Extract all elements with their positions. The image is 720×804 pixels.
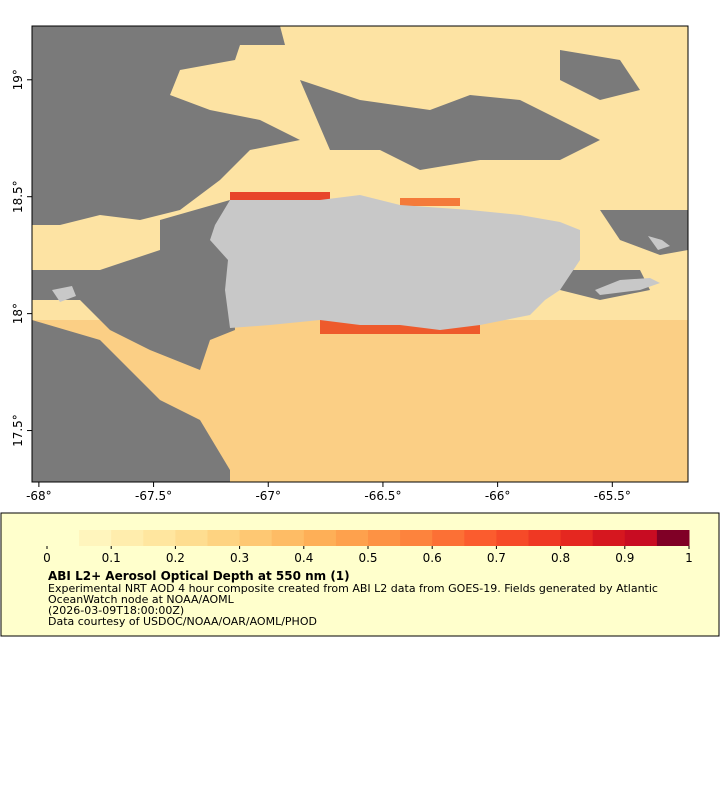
y-tick-label: 18.5°: [11, 180, 25, 213]
map-frame: [31, 25, 689, 483]
x-tick-label: -65.5°: [594, 489, 631, 503]
land-mona: [52, 286, 76, 302]
colorbar-swatch: [143, 530, 176, 546]
colorbar-swatch: [335, 530, 369, 546]
colorbar-tick-label: 0.6: [423, 551, 442, 565]
y-tick-label: 18°: [11, 303, 25, 324]
colorbar-swatch: [496, 530, 529, 546]
coastal-aod: [400, 198, 460, 206]
legend-description: Data courtesy of USDOC/NOAA/OAR/AOML/PHO…: [48, 615, 317, 628]
legend-description: OceanWatch node at NOAA/AOML: [48, 593, 235, 606]
colorbar-tick-label: 0.8: [551, 551, 570, 565]
colorbar-swatch: [464, 530, 497, 546]
colorbar-swatch: [592, 530, 626, 546]
legend-description: Experimental NRT AOD 4 hour composite cr…: [48, 582, 658, 595]
land-puerto-rico: [210, 195, 580, 330]
colorbar-tick-label: 0: [43, 551, 51, 565]
colorbar-tick-label: 0.3: [230, 551, 249, 565]
colorbar-tick-label: 0.2: [166, 551, 185, 565]
land-culebra: [648, 236, 670, 250]
colorbar-tick-label: 0.9: [615, 551, 634, 565]
colorbar-swatch: [111, 530, 144, 546]
land-vieques: [595, 278, 660, 295]
colorbar-swatch: [432, 530, 465, 546]
x-tick-label: -67°: [255, 489, 281, 503]
colorbar-swatch: [271, 530, 305, 546]
cloud-mask: [32, 200, 235, 370]
colorbar-swatch: [239, 530, 273, 546]
cloud-mask: [300, 80, 600, 170]
colorbar-swatch: [560, 530, 594, 546]
x-tick-label: -66°: [485, 489, 511, 503]
y-tick-label: 17.5°: [11, 414, 25, 447]
colorbar-swatch: [207, 530, 241, 546]
x-tick-label: -66.5°: [364, 489, 401, 503]
colorbar-tick-label: 0.5: [358, 551, 377, 565]
colorbar-swatch: [656, 530, 690, 546]
colorbar-swatch: [400, 530, 433, 546]
colorbar-swatch: [47, 530, 80, 546]
colorbar-swatch: [79, 530, 112, 546]
colorbar-tick-label: 0.1: [102, 551, 121, 565]
y-tick-label: 19°: [11, 69, 25, 90]
x-tick-label: -68°: [26, 489, 52, 503]
legend-title: ABI L2+ Aerosol Optical Depth at 550 nm …: [48, 569, 350, 583]
coastal-aod: [230, 192, 330, 202]
colorbar-tick-label: 0.7: [487, 551, 506, 565]
colorbar-swatch: [303, 530, 337, 546]
cloud-mask: [560, 50, 640, 100]
colorbar-swatch: [624, 530, 658, 546]
cloud-mask: [32, 26, 300, 225]
cloud-mask: [560, 270, 650, 300]
legend-description: (2026-03-09T18:00:00Z): [48, 604, 184, 617]
colorbar-swatch: [175, 530, 208, 546]
colorbar-tick-label: 1: [685, 551, 693, 565]
colorbar-tick-label: 0.4: [294, 551, 313, 565]
cloud-mask: [32, 320, 230, 482]
colorbar-swatch: [368, 530, 401, 546]
x-tick-label: -67.5°: [135, 489, 172, 503]
colorbar-swatch: [528, 530, 562, 546]
map-imagery: [32, 26, 688, 482]
